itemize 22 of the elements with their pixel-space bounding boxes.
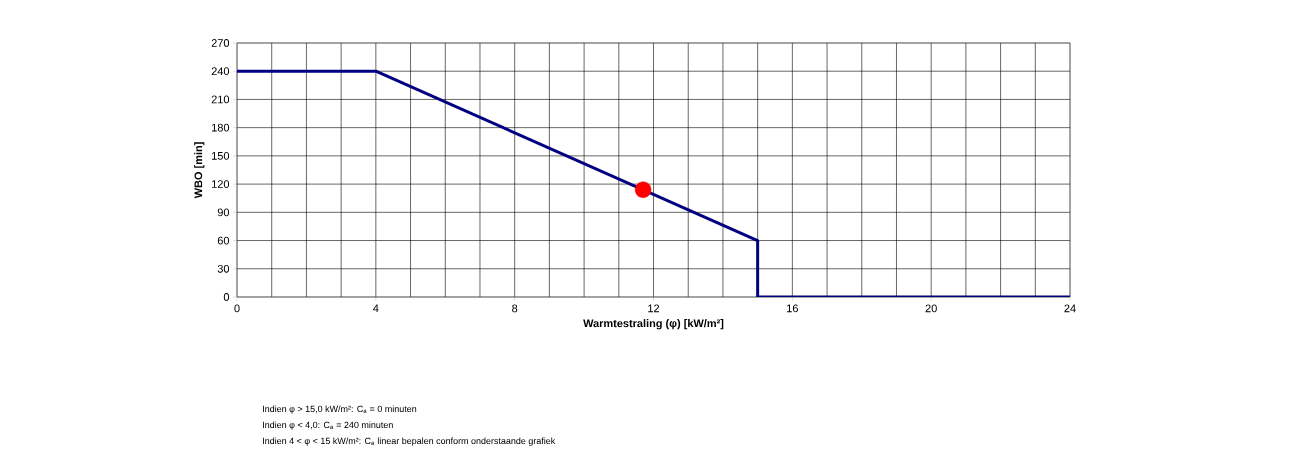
x-tick-label: 20 — [925, 304, 937, 313]
y-tick-label: 270 — [211, 39, 230, 47]
y-tick-label: 150 — [212, 152, 230, 160]
text: Indien 4 < φ < 15 kW/m²: C$_{a}$ linear bepalen conform onderstaande grafiek — [263, 437, 556, 446]
y-tick-label: 90 — [217, 208, 230, 217]
x-tick-label: 16 — [787, 304, 798, 313]
y-tick-label: 210 — [211, 95, 230, 104]
y-tick-label: 30 — [217, 264, 230, 273]
x-axis-title: Warmtestraling (φ) [kW/m²] — [583, 319, 724, 330]
y-tick-label: 60 — [217, 236, 230, 245]
x-tick-label: 8 — [512, 304, 518, 313]
x-tick-label: 24 — [1064, 304, 1076, 313]
y-axis-title: WBO [min] — [194, 142, 205, 199]
y-tick-label: 240 — [211, 67, 230, 76]
y-tick-label: 180 — [212, 123, 230, 132]
text: Indien φ < 4,0: C$_{a}$ = 240 minuten — [263, 421, 393, 430]
y-tick-label: 0 — [223, 293, 230, 301]
x-tick-label: 4 — [373, 304, 379, 313]
y-tick-label: 120 — [212, 180, 230, 188]
text: Indien φ > 15,0 kW/m²: C$_{a}$ = 0 minuten — [263, 405, 417, 414]
x-tick-label: 0 — [234, 304, 240, 313]
x-tick-label: 12 — [648, 304, 660, 313]
